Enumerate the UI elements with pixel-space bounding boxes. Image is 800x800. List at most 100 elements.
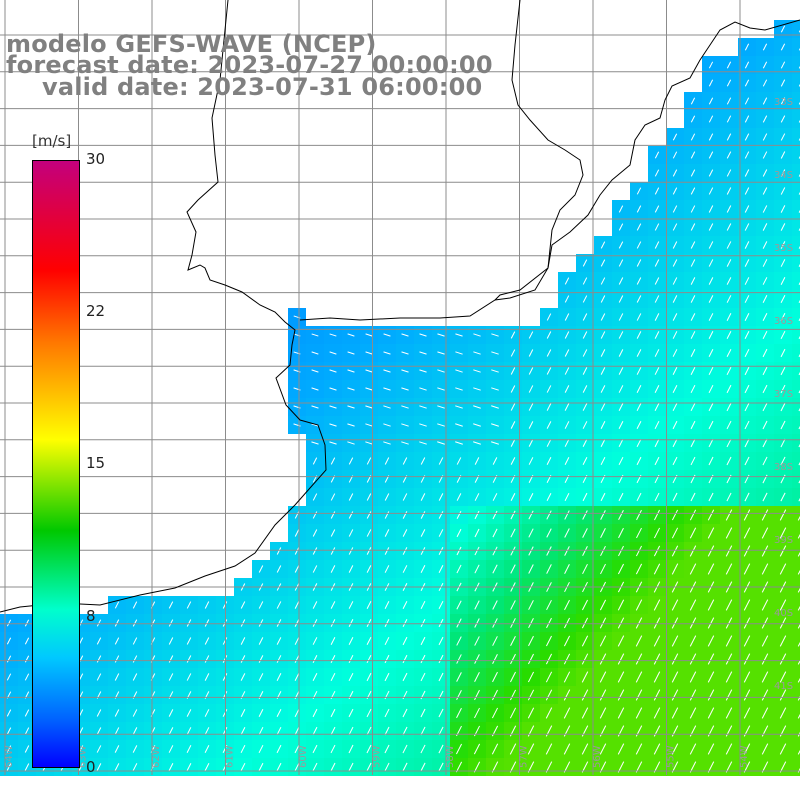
wave-arrow bbox=[762, 295, 768, 303]
wave-arrow bbox=[402, 529, 408, 537]
wave-arrow bbox=[420, 529, 426, 537]
wave-arrow bbox=[635, 545, 643, 557]
wave-arrow bbox=[780, 25, 786, 33]
wave-arrow bbox=[168, 745, 174, 753]
latitude-label: 37S bbox=[774, 389, 793, 400]
wave-arrow bbox=[492, 510, 498, 520]
wave-arrow bbox=[762, 133, 768, 141]
wave-arrow bbox=[762, 330, 768, 340]
wave-arrow bbox=[582, 510, 588, 520]
wave-arrow bbox=[491, 423, 499, 427]
wave-arrow bbox=[744, 43, 750, 51]
wave-arrow bbox=[726, 438, 732, 448]
wave-arrow bbox=[6, 619, 12, 627]
wave-arrow bbox=[96, 763, 102, 771]
wave-arrow bbox=[672, 331, 678, 339]
wave-arrow bbox=[420, 565, 426, 573]
wave-arrow bbox=[383, 423, 391, 427]
wave-arrow bbox=[564, 349, 570, 357]
wave-arrow bbox=[132, 709, 138, 717]
wave-arrow bbox=[726, 205, 732, 213]
wave-arrow bbox=[312, 744, 318, 754]
wave-arrow bbox=[473, 441, 481, 445]
wave-arrow bbox=[636, 331, 642, 339]
wave-arrow bbox=[780, 492, 786, 502]
wave-cell bbox=[792, 470, 800, 488]
wave-arrow bbox=[474, 689, 480, 701]
wave-arrow bbox=[204, 601, 210, 609]
wave-arrow bbox=[438, 565, 444, 573]
wave-arrow bbox=[546, 367, 552, 375]
wave-arrow bbox=[635, 635, 643, 647]
wave-arrow bbox=[527, 671, 535, 683]
wave-arrow bbox=[564, 403, 570, 411]
wave-arrow bbox=[365, 441, 373, 445]
wave-arrow bbox=[329, 423, 337, 427]
wave-arrow bbox=[599, 743, 607, 755]
wave-arrow bbox=[780, 312, 786, 322]
wave-arrow bbox=[599, 689, 607, 701]
wave-arrow bbox=[384, 762, 390, 772]
wave-arrow bbox=[690, 169, 696, 177]
wave-arrow bbox=[96, 619, 102, 627]
wave-arrow bbox=[726, 295, 732, 303]
wave-arrow bbox=[618, 385, 624, 393]
wave-arrow bbox=[420, 708, 426, 718]
wave-arrow bbox=[726, 277, 732, 285]
wave-arrow bbox=[762, 402, 768, 412]
wave-arrow bbox=[672, 151, 678, 159]
wave-arrow bbox=[618, 277, 624, 285]
wave-arrow bbox=[114, 673, 120, 681]
wave-arrow bbox=[510, 564, 516, 574]
wave-arrow bbox=[528, 421, 534, 429]
wave-arrow bbox=[654, 456, 660, 466]
wave-arrow bbox=[600, 563, 606, 575]
wave-arrow bbox=[672, 169, 678, 177]
wave-arrow bbox=[725, 617, 733, 629]
wave-arrow bbox=[437, 423, 445, 427]
wave-arrow bbox=[672, 385, 678, 393]
wave-arrow bbox=[401, 405, 409, 409]
wave-arrow bbox=[563, 689, 571, 701]
wave-arrow bbox=[455, 369, 463, 373]
wave-arrow bbox=[114, 763, 120, 771]
wave-arrow bbox=[707, 635, 715, 647]
wave-arrow bbox=[762, 348, 768, 358]
wave-arrow bbox=[348, 457, 354, 465]
wave-arrow bbox=[689, 563, 697, 575]
wave-arrow bbox=[600, 295, 606, 303]
wave-arrow bbox=[384, 457, 390, 465]
wave-arrow bbox=[743, 707, 751, 719]
wave-arrow bbox=[491, 441, 499, 445]
wave-arrow bbox=[312, 457, 318, 465]
wave-arrow bbox=[708, 438, 714, 448]
latitude-label: 41S bbox=[774, 681, 793, 692]
wave-arrow bbox=[348, 529, 354, 537]
wave-arrow bbox=[492, 546, 498, 556]
wave-arrow bbox=[258, 637, 264, 645]
wave-arrow bbox=[420, 493, 426, 501]
wave-arrow bbox=[636, 313, 642, 321]
wave-arrow bbox=[708, 492, 714, 502]
wave-arrow bbox=[618, 527, 624, 539]
wave-arrow bbox=[474, 600, 480, 610]
wave-arrow bbox=[528, 439, 534, 447]
wave-arrow bbox=[419, 387, 427, 391]
wave-arrow bbox=[726, 456, 732, 466]
wave-arrow bbox=[653, 653, 661, 665]
wave-arrow bbox=[96, 655, 102, 663]
wave-arrow bbox=[744, 79, 750, 87]
wave-arrow bbox=[654, 492, 660, 502]
wave-arrow bbox=[456, 618, 462, 628]
wave-arrow bbox=[240, 601, 246, 609]
wave-arrow bbox=[24, 619, 30, 627]
wave-arrow bbox=[780, 420, 786, 430]
wave-arrow bbox=[330, 565, 336, 573]
wave-arrow bbox=[402, 672, 408, 682]
wave-arrow bbox=[671, 689, 679, 701]
wave-arrow bbox=[779, 599, 787, 611]
wave-arrow bbox=[132, 727, 138, 735]
wave-arrow bbox=[312, 493, 318, 501]
wave-arrow bbox=[276, 601, 282, 609]
wave-arrow bbox=[744, 151, 750, 159]
